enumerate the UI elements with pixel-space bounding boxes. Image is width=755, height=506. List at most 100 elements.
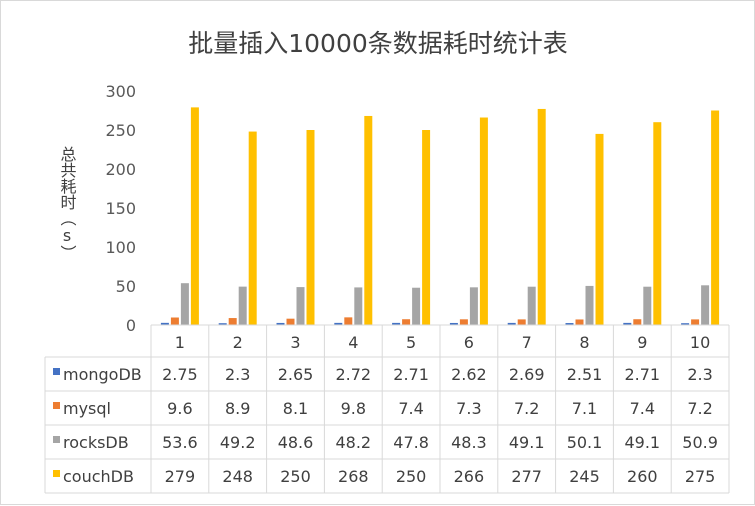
bar-couchDB-8 bbox=[595, 133, 604, 325]
y-tick-label: 100 bbox=[105, 238, 136, 257]
x-tick-label: 5 bbox=[406, 333, 416, 352]
bar-mysql-2 bbox=[228, 318, 237, 325]
y-tick-label: 200 bbox=[105, 160, 136, 179]
data-label-mysql: 9.6 bbox=[167, 399, 192, 418]
data-label-mongoDB: 2.65 bbox=[278, 365, 314, 384]
data-label-couchDB: 250 bbox=[396, 467, 427, 486]
bar-mongoDB-9 bbox=[623, 322, 632, 325]
bar-rocksDB-7 bbox=[527, 286, 536, 325]
legend-label-mysql: mysql bbox=[63, 399, 111, 418]
legend-key-rocksDB bbox=[53, 436, 60, 443]
data-label-couchDB: 268 bbox=[338, 467, 369, 486]
bar-rocksDB-3 bbox=[296, 287, 305, 325]
data-label-mongoDB: 2.72 bbox=[335, 365, 371, 384]
bar-mongoDB-10 bbox=[681, 323, 690, 325]
data-label-couchDB: 266 bbox=[454, 467, 485, 486]
legend-key-mongoDB bbox=[53, 368, 60, 375]
data-label-rocksDB: 49.1 bbox=[509, 433, 545, 452]
bar-mysql-5 bbox=[402, 319, 411, 325]
bar-mysql-9 bbox=[633, 319, 642, 325]
bar-couchDB-1 bbox=[190, 107, 199, 325]
bar-mysql-7 bbox=[517, 319, 526, 325]
data-label-mongoDB: 2.62 bbox=[451, 365, 487, 384]
data-label-rocksDB: 48.3 bbox=[451, 433, 487, 452]
bar-mysql-4 bbox=[344, 317, 353, 325]
bar-rocksDB-4 bbox=[354, 287, 363, 325]
bar-mongoDB-4 bbox=[334, 322, 343, 325]
legend-label-rocksDB: rocksDB bbox=[63, 433, 129, 452]
bar-rocksDB-1 bbox=[180, 283, 189, 325]
y-tick-label: 300 bbox=[105, 82, 136, 101]
bar-couchDB-7 bbox=[537, 108, 546, 325]
x-tick-label: 6 bbox=[464, 333, 474, 352]
x-tick-label: 3 bbox=[290, 333, 300, 352]
y-tick-label: 0 bbox=[126, 316, 136, 335]
x-tick-label: 10 bbox=[690, 333, 710, 352]
x-tick-label: 4 bbox=[348, 333, 358, 352]
bar-mysql-8 bbox=[575, 319, 584, 325]
bar-rocksDB-8 bbox=[585, 285, 594, 325]
bar-mysql-10 bbox=[691, 319, 700, 325]
data-label-couchDB: 245 bbox=[569, 467, 600, 486]
data-label-rocksDB: 47.8 bbox=[393, 433, 429, 452]
data-label-mysql: 7.4 bbox=[398, 399, 423, 418]
bar-rocksDB-10 bbox=[701, 285, 710, 325]
data-label-mysql: 7.4 bbox=[630, 399, 655, 418]
legend-label-couchDB: couchDB bbox=[63, 467, 134, 486]
data-label-mysql: 8.1 bbox=[283, 399, 308, 418]
data-label-rocksDB: 53.6 bbox=[162, 433, 198, 452]
data-label-rocksDB: 48.6 bbox=[278, 433, 314, 452]
bar-mongoDB-6 bbox=[449, 322, 458, 325]
bar-couchDB-9 bbox=[653, 122, 662, 325]
data-label-mongoDB: 2.3 bbox=[687, 365, 712, 384]
data-table: 1 2 3 4 5 6 7 8 9 10 mongoDB 2.75 2.3 2.65 2.72 2.71 2.6… bbox=[44, 324, 730, 494]
data-label-mysql: 7.1 bbox=[572, 399, 597, 418]
data-label-mysql: 7.2 bbox=[687, 399, 712, 418]
data-label-couchDB: 277 bbox=[511, 467, 542, 486]
bar-mongoDB-3 bbox=[276, 322, 285, 325]
bar-rocksDB-6 bbox=[469, 287, 478, 325]
data-label-mysql: 8.9 bbox=[225, 399, 250, 418]
data-label-couchDB: 275 bbox=[685, 467, 716, 486]
x-tick-label: 1 bbox=[175, 333, 185, 352]
y-tick-label: 150 bbox=[105, 199, 136, 218]
legend-label-mongoDB: mongoDB bbox=[63, 365, 142, 384]
y-tick-label: 50 bbox=[116, 277, 136, 296]
x-tick-label: 2 bbox=[233, 333, 243, 352]
chart-title: 批量插入10000条数据耗时统计表 bbox=[188, 29, 568, 58]
legend-key-mysql bbox=[53, 402, 60, 409]
bar-mongoDB-1 bbox=[160, 322, 169, 325]
bar-couchDB-4 bbox=[364, 115, 373, 326]
data-label-mongoDB: 2.71 bbox=[393, 365, 429, 384]
bar-mongoDB-8 bbox=[565, 323, 574, 325]
legend-key-couchDB bbox=[53, 470, 60, 477]
data-label-mongoDB: 2.69 bbox=[509, 365, 545, 384]
bar-rocksDB-5 bbox=[412, 287, 421, 325]
bar-mysql-1 bbox=[170, 317, 179, 325]
bars-group bbox=[160, 107, 720, 326]
data-label-rocksDB: 49.1 bbox=[624, 433, 660, 452]
x-tick-label: 9 bbox=[637, 333, 647, 352]
y-tick-label: 250 bbox=[105, 121, 136, 140]
data-label-mongoDB: 2.71 bbox=[624, 365, 660, 384]
data-label-rocksDB: 50.1 bbox=[567, 433, 603, 452]
y-axis-ticks: 0 50 100 150 200 250 300 bbox=[105, 82, 136, 335]
data-label-couchDB: 279 bbox=[165, 467, 196, 486]
bar-mysql-3 bbox=[286, 318, 295, 325]
data-label-mongoDB: 2.75 bbox=[162, 365, 198, 384]
bar-mysql-6 bbox=[459, 319, 468, 325]
data-label-rocksDB: 50.9 bbox=[682, 433, 718, 452]
data-label-mysql: 9.8 bbox=[341, 399, 366, 418]
data-label-rocksDB: 48.2 bbox=[335, 433, 371, 452]
data-label-mongoDB: 2.51 bbox=[567, 365, 603, 384]
bar-couchDB-5 bbox=[422, 130, 431, 325]
bar-mongoDB-7 bbox=[507, 322, 516, 325]
data-label-couchDB: 248 bbox=[222, 467, 253, 486]
bar-mongoDB-2 bbox=[218, 323, 227, 325]
bar-rocksDB-9 bbox=[643, 286, 652, 325]
bar-couchDB-2 bbox=[248, 131, 257, 325]
x-tick-label: 8 bbox=[579, 333, 589, 352]
data-label-couchDB: 250 bbox=[280, 467, 311, 486]
